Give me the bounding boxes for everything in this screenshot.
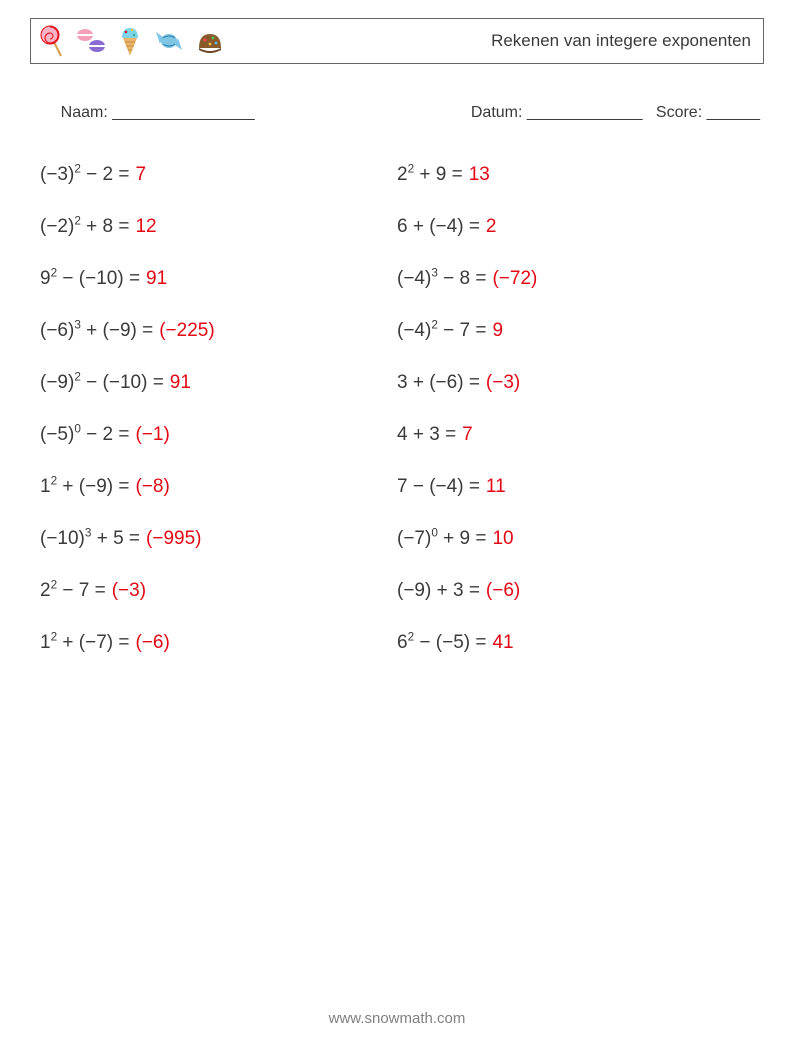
problem-cell: 62 − (−5) = 41: [397, 632, 754, 654]
lollipop-icon: [39, 24, 65, 58]
header-icons: [39, 24, 225, 58]
expression: (−3)2 − 2 =: [40, 164, 129, 186]
answer: (−6): [135, 632, 169, 654]
dessert-icon: [195, 26, 225, 56]
answer: (−3): [112, 580, 146, 602]
problem-cell: (−3)2 − 2 = 7: [40, 164, 397, 186]
expression: 3 + (−6) =: [397, 372, 480, 394]
problem-grid: (−3)2 − 2 = 7 22 + 9 = 13 (−2)2 + 8 = 12 6 + (…: [30, 164, 764, 654]
date-blank: _____________: [522, 104, 642, 121]
problem-cell: (−7)0 + 9 = 10: [397, 528, 754, 550]
problem-cell: 7 − (−4) = 11: [397, 476, 754, 498]
expression: 62 − (−5) =: [397, 632, 486, 654]
answer: (−1): [135, 424, 169, 446]
worksheet-title: Rekenen van integere exponenten: [491, 31, 751, 51]
problem-cell: (−4)2 − 7 = 9: [397, 320, 754, 342]
problem-cell: 22 + 9 = 13: [397, 164, 754, 186]
expression: (−4)2 − 7 =: [397, 320, 486, 342]
answer: (−995): [146, 528, 201, 550]
candy-icon: [153, 26, 185, 56]
answer: (−6): [486, 580, 520, 602]
problem-cell: (−2)2 + 8 = 12: [40, 216, 397, 238]
answer: 2: [486, 216, 497, 238]
macarons-icon: [75, 26, 107, 56]
expression: (−10)3 + 5 =: [40, 528, 140, 550]
problem-cell: (−9)2 − (−10) = 91: [40, 372, 397, 394]
name-blank: ________________: [108, 104, 255, 121]
answer: (−72): [492, 268, 537, 290]
expression: (−7)0 + 9 =: [397, 528, 486, 550]
answer: 10: [492, 528, 513, 550]
answer: 11: [486, 476, 506, 498]
expression: (−5)0 − 2 =: [40, 424, 129, 446]
icecream-icon: [117, 24, 143, 58]
problem-cell: (−9) + 3 = (−6): [397, 580, 754, 602]
expression: 22 − 7 =: [40, 580, 106, 602]
header-box: Rekenen van integere exponenten: [30, 18, 764, 64]
problem-cell: 4 + 3 = 7: [397, 424, 754, 446]
answer: 13: [469, 164, 490, 186]
meta-row: Naam: ________________ Datum: __________…: [34, 86, 760, 140]
problem-cell: 6 + (−4) = 2: [397, 216, 754, 238]
problem-cell: 3 + (−6) = (−3): [397, 372, 754, 394]
expression: 6 + (−4) =: [397, 216, 480, 238]
answer: 7: [135, 164, 146, 186]
answer: 91: [170, 372, 191, 394]
answer: 12: [135, 216, 156, 238]
expression: (−6)3 + (−9) =: [40, 320, 153, 342]
problem-cell: 12 + (−7) = (−6): [40, 632, 397, 654]
expression: (−9) + 3 =: [397, 580, 480, 602]
problem-cell: (−6)3 + (−9) = (−225): [40, 320, 397, 342]
score-blank: ______: [702, 104, 760, 121]
answer: 41: [492, 632, 513, 654]
expression: 12 + (−9) =: [40, 476, 129, 498]
footer-url: www.snowmath.com: [0, 1010, 794, 1027]
problem-cell: 22 − 7 = (−3): [40, 580, 397, 602]
answer: (−3): [486, 372, 520, 394]
answer: (−8): [135, 476, 169, 498]
expression: (−4)3 − 8 =: [397, 268, 486, 290]
expression: 4 + 3 =: [397, 424, 456, 446]
answer: (−225): [159, 320, 214, 342]
problem-cell: 92 − (−10) = 91: [40, 268, 397, 290]
score-label: Score:: [656, 104, 702, 121]
expression: 7 − (−4) =: [397, 476, 480, 498]
expression: (−9)2 − (−10) =: [40, 372, 164, 394]
problem-cell: (−4)3 − 8 = (−72): [397, 268, 754, 290]
answer: 91: [146, 268, 167, 290]
expression: 12 + (−7) =: [40, 632, 129, 654]
problem-cell: (−10)3 + 5 = (−995): [40, 528, 397, 550]
problem-cell: 12 + (−9) = (−8): [40, 476, 397, 498]
expression: (−2)2 + 8 =: [40, 216, 129, 238]
expression: 22 + 9 =: [397, 164, 463, 186]
answer: 7: [462, 424, 473, 446]
name-label: Naam:: [61, 104, 108, 121]
expression: 92 − (−10) =: [40, 268, 140, 290]
date-label: Datum:: [471, 104, 523, 121]
answer: 9: [492, 320, 503, 342]
problem-cell: (−5)0 − 2 = (−1): [40, 424, 397, 446]
